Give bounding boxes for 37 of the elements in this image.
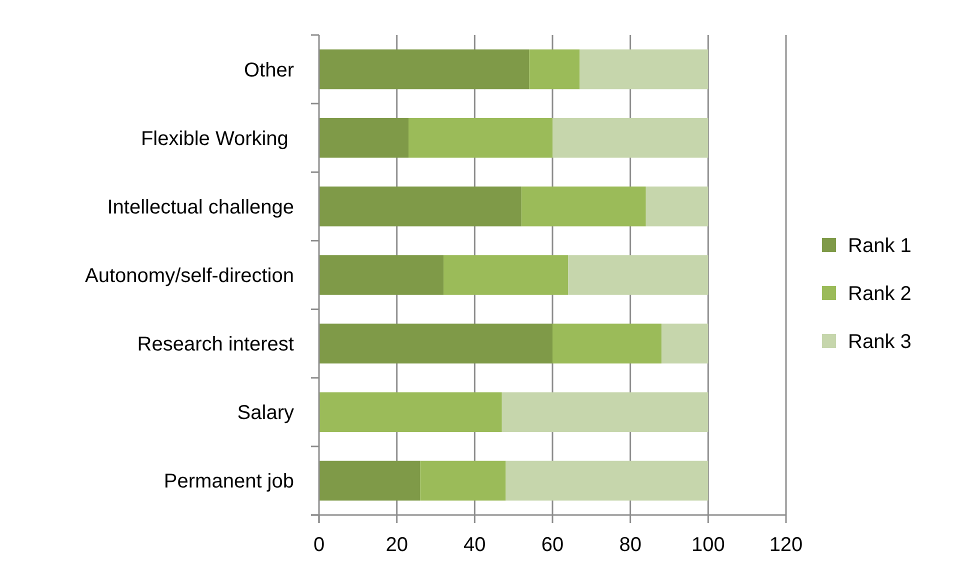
bar [408,118,552,158]
x-tick-label: 80 [619,534,642,556]
bar [319,49,530,90]
bar [552,324,662,364]
y-tick-label: Permanent job [164,470,294,493]
x-tick-label: 20 [386,534,408,556]
x-tick-label: 60 [541,534,564,556]
bar [661,324,708,364]
bar [568,255,708,295]
y-tick-label: Flexible Working [140,128,294,150]
bar [319,324,552,364]
bar [506,460,708,501]
y-tick-label: Autonomy/self-direction [85,265,294,287]
bar [502,392,708,432]
bar [319,255,444,295]
x-tick-label: 120 [769,534,803,556]
bar [319,392,502,432]
bar [420,460,506,501]
legend-label: Rank 3 [848,331,912,353]
legend-label: Rank 2 [848,283,912,305]
bar [580,49,708,90]
y-tick-label: Other [244,59,294,82]
bar [552,118,708,158]
x-tick-label: 40 [464,534,486,556]
bar [319,460,420,501]
bar [319,118,409,158]
y-tick-label: Intellectual challenge [107,196,294,218]
bar [319,186,522,226]
bar [521,186,646,226]
x-tick-label: 0 [313,534,325,556]
y-tick-label: Research interest [137,334,294,356]
x-tick-label: 100 [691,534,725,556]
legend-label: Rank 1 [848,235,912,257]
bar [444,255,568,295]
y-tick-label: Salary [237,402,294,424]
bar [646,186,708,226]
bar [529,49,580,90]
